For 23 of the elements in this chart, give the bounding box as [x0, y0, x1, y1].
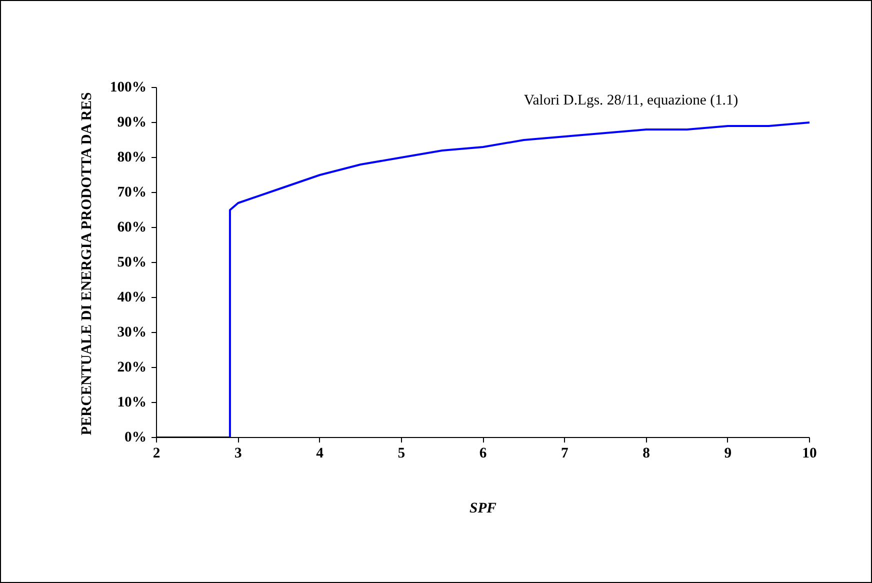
- y-tick-label: 80%: [117, 150, 146, 166]
- x-tick-label: 8: [642, 446, 650, 462]
- x-tick-label: 6: [479, 446, 487, 462]
- y-tick-label: 70%: [117, 184, 146, 200]
- y-axis-title: PERCENTUALE DI ENERGIA PRODOTTA DA RES: [78, 92, 95, 436]
- y-tick-label: 0%: [124, 430, 146, 446]
- y-tick-label: 10%: [117, 394, 146, 410]
- annotation: Valori D.Lgs. 28/11, equazione (1.1): [524, 92, 738, 108]
- x-axis-title: SPF: [470, 500, 497, 516]
- x-tick-label: 3: [234, 446, 242, 462]
- y-tick-label: 60%: [117, 220, 146, 236]
- x-tick-label: 7: [560, 446, 568, 462]
- y-tick-label: 30%: [117, 324, 146, 340]
- y-tick-label: 90%: [117, 114, 146, 130]
- y-tick-label: 40%: [117, 290, 146, 306]
- x-tick-label: 2: [152, 446, 160, 462]
- y-tick-label: 100%: [110, 80, 146, 96]
- x-tick-label: 5: [398, 446, 406, 462]
- y-tick-label: 50%: [117, 254, 146, 270]
- x-tick-label: 4: [316, 446, 324, 462]
- x-tick-label: 9: [724, 446, 732, 462]
- y-tick-label: 20%: [117, 360, 146, 376]
- x-tick-label: 10: [802, 446, 817, 462]
